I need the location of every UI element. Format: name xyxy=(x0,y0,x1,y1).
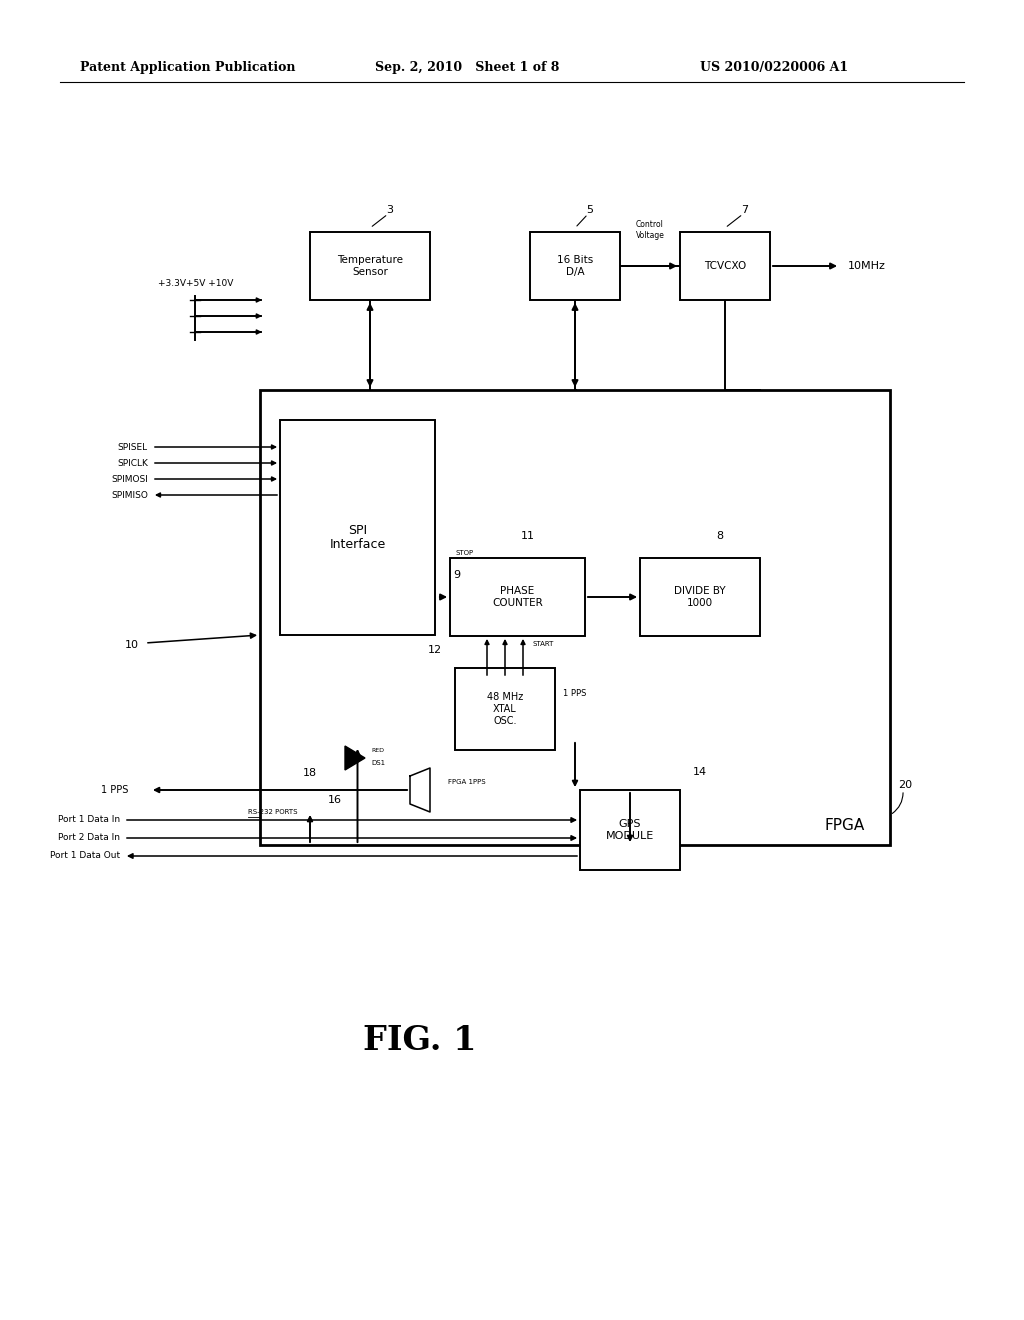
Text: 12: 12 xyxy=(428,645,442,655)
Text: FPGA 1PPS: FPGA 1PPS xyxy=(449,779,485,785)
Bar xyxy=(640,558,760,636)
Text: 11: 11 xyxy=(520,531,535,541)
Text: 16: 16 xyxy=(328,795,342,805)
Text: SPI
Interface: SPI Interface xyxy=(330,524,386,552)
Text: TCVCXO: TCVCXO xyxy=(703,261,746,271)
Text: 9: 9 xyxy=(454,570,461,579)
Text: FPGA: FPGA xyxy=(825,817,865,833)
Text: FIG. 1: FIG. 1 xyxy=(364,1023,477,1056)
Text: 7: 7 xyxy=(741,205,749,215)
Bar xyxy=(455,668,555,750)
Text: SPICLK: SPICLK xyxy=(117,458,148,467)
Text: RED: RED xyxy=(371,747,384,752)
Text: 3: 3 xyxy=(386,205,393,215)
Text: Port 1 Data In: Port 1 Data In xyxy=(58,816,120,825)
Text: DS1: DS1 xyxy=(371,760,385,766)
Text: US 2010/0220006 A1: US 2010/0220006 A1 xyxy=(700,62,848,74)
Text: 1 PPS: 1 PPS xyxy=(100,785,128,795)
Text: 16 Bits
D/A: 16 Bits D/A xyxy=(557,255,593,277)
Text: 10MHz: 10MHz xyxy=(848,261,886,271)
Text: DIVIDE BY
1000: DIVIDE BY 1000 xyxy=(674,586,726,607)
Text: 48 MHz
XTAL
OSC.: 48 MHz XTAL OSC. xyxy=(486,693,523,726)
Text: 1 PPS: 1 PPS xyxy=(563,689,587,697)
Text: GPS
MODULE: GPS MODULE xyxy=(606,820,654,841)
Text: STOP: STOP xyxy=(455,550,473,556)
Bar xyxy=(680,232,770,300)
Text: 5: 5 xyxy=(587,205,594,215)
Text: Port 2 Data In: Port 2 Data In xyxy=(58,833,120,842)
Text: Sep. 2, 2010   Sheet 1 of 8: Sep. 2, 2010 Sheet 1 of 8 xyxy=(375,62,559,74)
Text: SPIMOSI: SPIMOSI xyxy=(112,474,148,483)
Text: SPIMISO: SPIMISO xyxy=(112,491,148,499)
Text: 14: 14 xyxy=(693,767,707,777)
Text: PHASE
COUNTER: PHASE COUNTER xyxy=(493,586,543,607)
Bar xyxy=(280,420,435,635)
Text: +3.3V+5V +10V: +3.3V+5V +10V xyxy=(158,279,233,288)
Text: Temperature
Sensor: Temperature Sensor xyxy=(337,255,403,277)
Text: SPISEL: SPISEL xyxy=(118,442,148,451)
Text: 10: 10 xyxy=(125,640,139,649)
Text: Port 1 Data Out: Port 1 Data Out xyxy=(50,851,120,861)
Text: 20: 20 xyxy=(898,780,912,789)
Text: START: START xyxy=(532,642,554,647)
Bar xyxy=(310,232,430,300)
Text: 18: 18 xyxy=(303,768,317,777)
Bar xyxy=(530,232,620,300)
Bar xyxy=(260,389,890,845)
Bar xyxy=(580,789,680,870)
Text: 8: 8 xyxy=(717,531,724,541)
Text: Control
Voltage: Control Voltage xyxy=(636,220,665,240)
Bar xyxy=(450,558,585,636)
Polygon shape xyxy=(345,746,365,770)
Text: RS-232 PORTS: RS-232 PORTS xyxy=(248,809,298,814)
Text: Patent Application Publication: Patent Application Publication xyxy=(80,62,296,74)
